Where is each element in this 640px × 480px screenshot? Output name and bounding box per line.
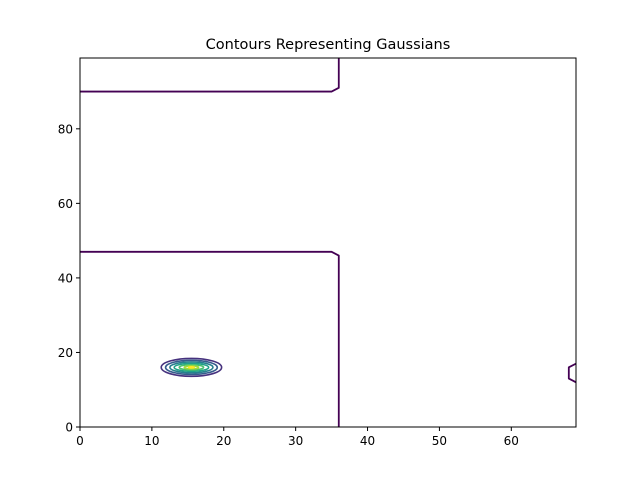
x-tick-label: 30 (288, 434, 303, 448)
axes-frame (79, 57, 577, 428)
gaussian-contour-ring-7 (187, 366, 196, 369)
x-tick-label: 0 (76, 434, 84, 448)
x-tick-label: 60 (504, 434, 519, 448)
gaussian-contour-ring-2 (164, 359, 219, 376)
contour-line-1 (80, 58, 340, 93)
y-tick-label: 60 (58, 197, 73, 211)
gaussian-contour-ring-1 (160, 357, 223, 378)
gaussian-contour-ring-3 (169, 361, 214, 374)
x-tick-label: 20 (216, 434, 231, 448)
gaussian-contour-ring-6 (183, 365, 200, 370)
contour-line-2 (80, 250, 340, 427)
plot-area (80, 58, 576, 427)
chart-title: Contours Representing Gaussians (206, 37, 451, 53)
gaussian-contour-ring-5 (178, 363, 205, 371)
y-tick-label: 20 (58, 346, 73, 360)
contour-line-3 (567, 362, 576, 384)
gaussian-contour-ring-4 (173, 362, 210, 373)
axes: 0 10 20 30 40 50 60 0 20 40 60 80 (58, 57, 577, 448)
x-tick-label: 10 (144, 434, 159, 448)
y-tick-label: 0 (65, 421, 73, 435)
y-tick-label: 80 (58, 122, 73, 136)
x-tick-label: 50 (432, 434, 447, 448)
y-tick-label: 40 (58, 271, 73, 285)
x-tick-label: 40 (360, 434, 375, 448)
